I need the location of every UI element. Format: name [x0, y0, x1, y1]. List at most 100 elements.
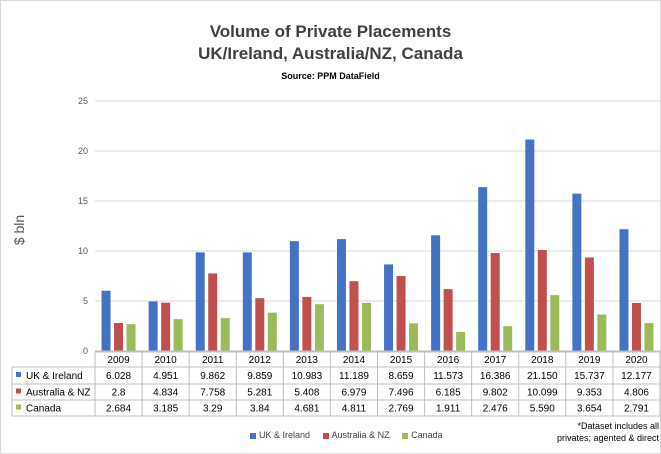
table-cell-value: 3.29	[203, 404, 223, 415]
table-cell-value: 5.590	[530, 404, 555, 415]
chart-source: Source: PPM DataField	[281, 71, 380, 81]
table-cell-value: 3.654	[577, 404, 602, 415]
category-label: 2017	[484, 355, 507, 366]
bar-2014-series-1	[349, 281, 359, 351]
chart-subtitle: UK/Ireland, Australia/NZ, Canada	[198, 44, 463, 63]
y-tick-label: 20	[78, 146, 88, 156]
table-cell-value: 4.834	[153, 388, 178, 399]
category-label: 2016	[437, 355, 460, 366]
y-tick-label: 10	[78, 246, 88, 256]
category-label: 2014	[343, 355, 366, 366]
table-series-label: Australia & NZ	[26, 388, 90, 399]
table-cell-value: 2.684	[106, 404, 131, 415]
category-label: 2010	[155, 355, 178, 366]
table-cell-value: 4.951	[153, 371, 178, 382]
bar-2010-series-2	[173, 319, 183, 351]
bar-2013-series-2	[314, 304, 324, 351]
bar-2019-series-1	[584, 257, 594, 351]
legend-item-au: Australia & NZ	[322, 430, 390, 440]
table-cell-value: 4.811	[342, 404, 367, 415]
legend-label-au: Australia & NZ	[331, 430, 390, 440]
bar-2010-series-0	[148, 301, 158, 351]
bar-2020-series-0	[619, 229, 629, 351]
bar-2018-series-0	[525, 139, 535, 351]
bar-2015-series-0	[384, 264, 394, 351]
category-label: 2019	[578, 355, 601, 366]
bar-2020-series-2	[644, 323, 654, 351]
legend-item-uk: UK & Ireland	[250, 430, 310, 440]
bar-2009-series-0	[101, 290, 111, 351]
bar-2018-series-2	[550, 295, 560, 351]
bar-2017-series-0	[478, 187, 488, 351]
table-legend-key-2	[16, 404, 21, 410]
table-cell-value: 9.859	[247, 371, 272, 382]
table-cell-value: 6.979	[341, 388, 366, 399]
table-cell-value: 12.177	[621, 371, 652, 382]
table-cell-value: 2.769	[389, 404, 414, 415]
table-cell-value: 21.150	[527, 371, 558, 382]
table-cell-value: 16.386	[480, 371, 511, 382]
dataset-note: *Dataset includes all privates; agented …	[556, 421, 659, 443]
chart-title: Volume of Private Placements	[209, 22, 452, 41]
bar-2014-series-2	[361, 302, 371, 351]
table-cell-value: 15.737	[574, 371, 605, 382]
category-label: 2015	[390, 355, 413, 366]
bar-2011-series-0	[195, 252, 205, 351]
table-cell-value: 9.862	[200, 371, 225, 382]
category-label: 2012	[249, 355, 272, 366]
table-cell-value: 5.281	[247, 388, 272, 399]
bar-2013-series-1	[302, 296, 312, 351]
table-cell-value: 2.476	[483, 404, 508, 415]
table-cell-value: 6.185	[436, 388, 461, 399]
bar-2013-series-0	[289, 241, 299, 351]
bar-2017-series-2	[503, 326, 513, 351]
table-cell-value: 11.189	[339, 371, 369, 382]
table-cell-value: 3.84	[250, 404, 270, 415]
bar-2011-series-1	[208, 273, 218, 351]
bar-2016-series-1	[443, 289, 453, 351]
y-tick-label: 5	[83, 296, 88, 306]
bar-2011-series-2	[220, 318, 230, 351]
bar-2015-series-1	[396, 276, 406, 351]
table-cell-value: 4.681	[294, 404, 319, 415]
legend-label-ca: Canada	[411, 430, 443, 440]
bar-2014-series-0	[336, 239, 346, 351]
y-tick-label: 15	[78, 196, 88, 206]
table-cell-value: 11.573	[433, 371, 463, 382]
bar-2019-series-0	[572, 193, 582, 351]
table-cell-value: 9.802	[483, 388, 508, 399]
bar-2019-series-2	[597, 314, 607, 351]
table-cell-value: 2.791	[624, 404, 649, 415]
legend-swatch-au	[322, 432, 329, 439]
bar-2009-series-2	[126, 324, 136, 351]
bar-2016-series-2	[456, 331, 466, 351]
category-label: 2013	[296, 355, 319, 366]
table-series-label: UK & Ireland	[26, 371, 83, 382]
bar-2018-series-1	[537, 250, 547, 351]
table-cell-value: 5.408	[294, 388, 319, 399]
bar-2012-series-0	[242, 252, 252, 351]
legend-label-uk: UK & Ireland	[259, 430, 311, 440]
legend-swatch-ca	[402, 432, 409, 439]
category-label: 2011	[202, 355, 224, 366]
table-legend-key-1	[16, 388, 21, 394]
bar-2010-series-1	[161, 302, 171, 351]
category-label: 2018	[531, 355, 554, 366]
bar-2012-series-2	[267, 312, 277, 351]
category-label: 2020	[625, 355, 648, 366]
table-cell-value: 7.496	[389, 388, 414, 399]
legend: UK & Ireland Australia & NZ Canada	[250, 430, 453, 440]
y-tick-label: 0	[83, 346, 88, 356]
table-cell-value: 9.353	[577, 388, 602, 399]
table-series-label: Canada	[26, 404, 61, 415]
bar-2015-series-2	[409, 323, 419, 351]
bar-2016-series-0	[431, 235, 441, 351]
bar-2012-series-1	[255, 298, 265, 351]
category-label: 2009	[107, 355, 130, 366]
legend-item-ca: Canada	[402, 430, 443, 440]
bar-2020-series-1	[631, 302, 641, 351]
table-cell-value: 4.806	[624, 388, 649, 399]
table-cell-value: 6.028	[106, 371, 131, 382]
table-cell-value: 3.185	[153, 404, 178, 415]
